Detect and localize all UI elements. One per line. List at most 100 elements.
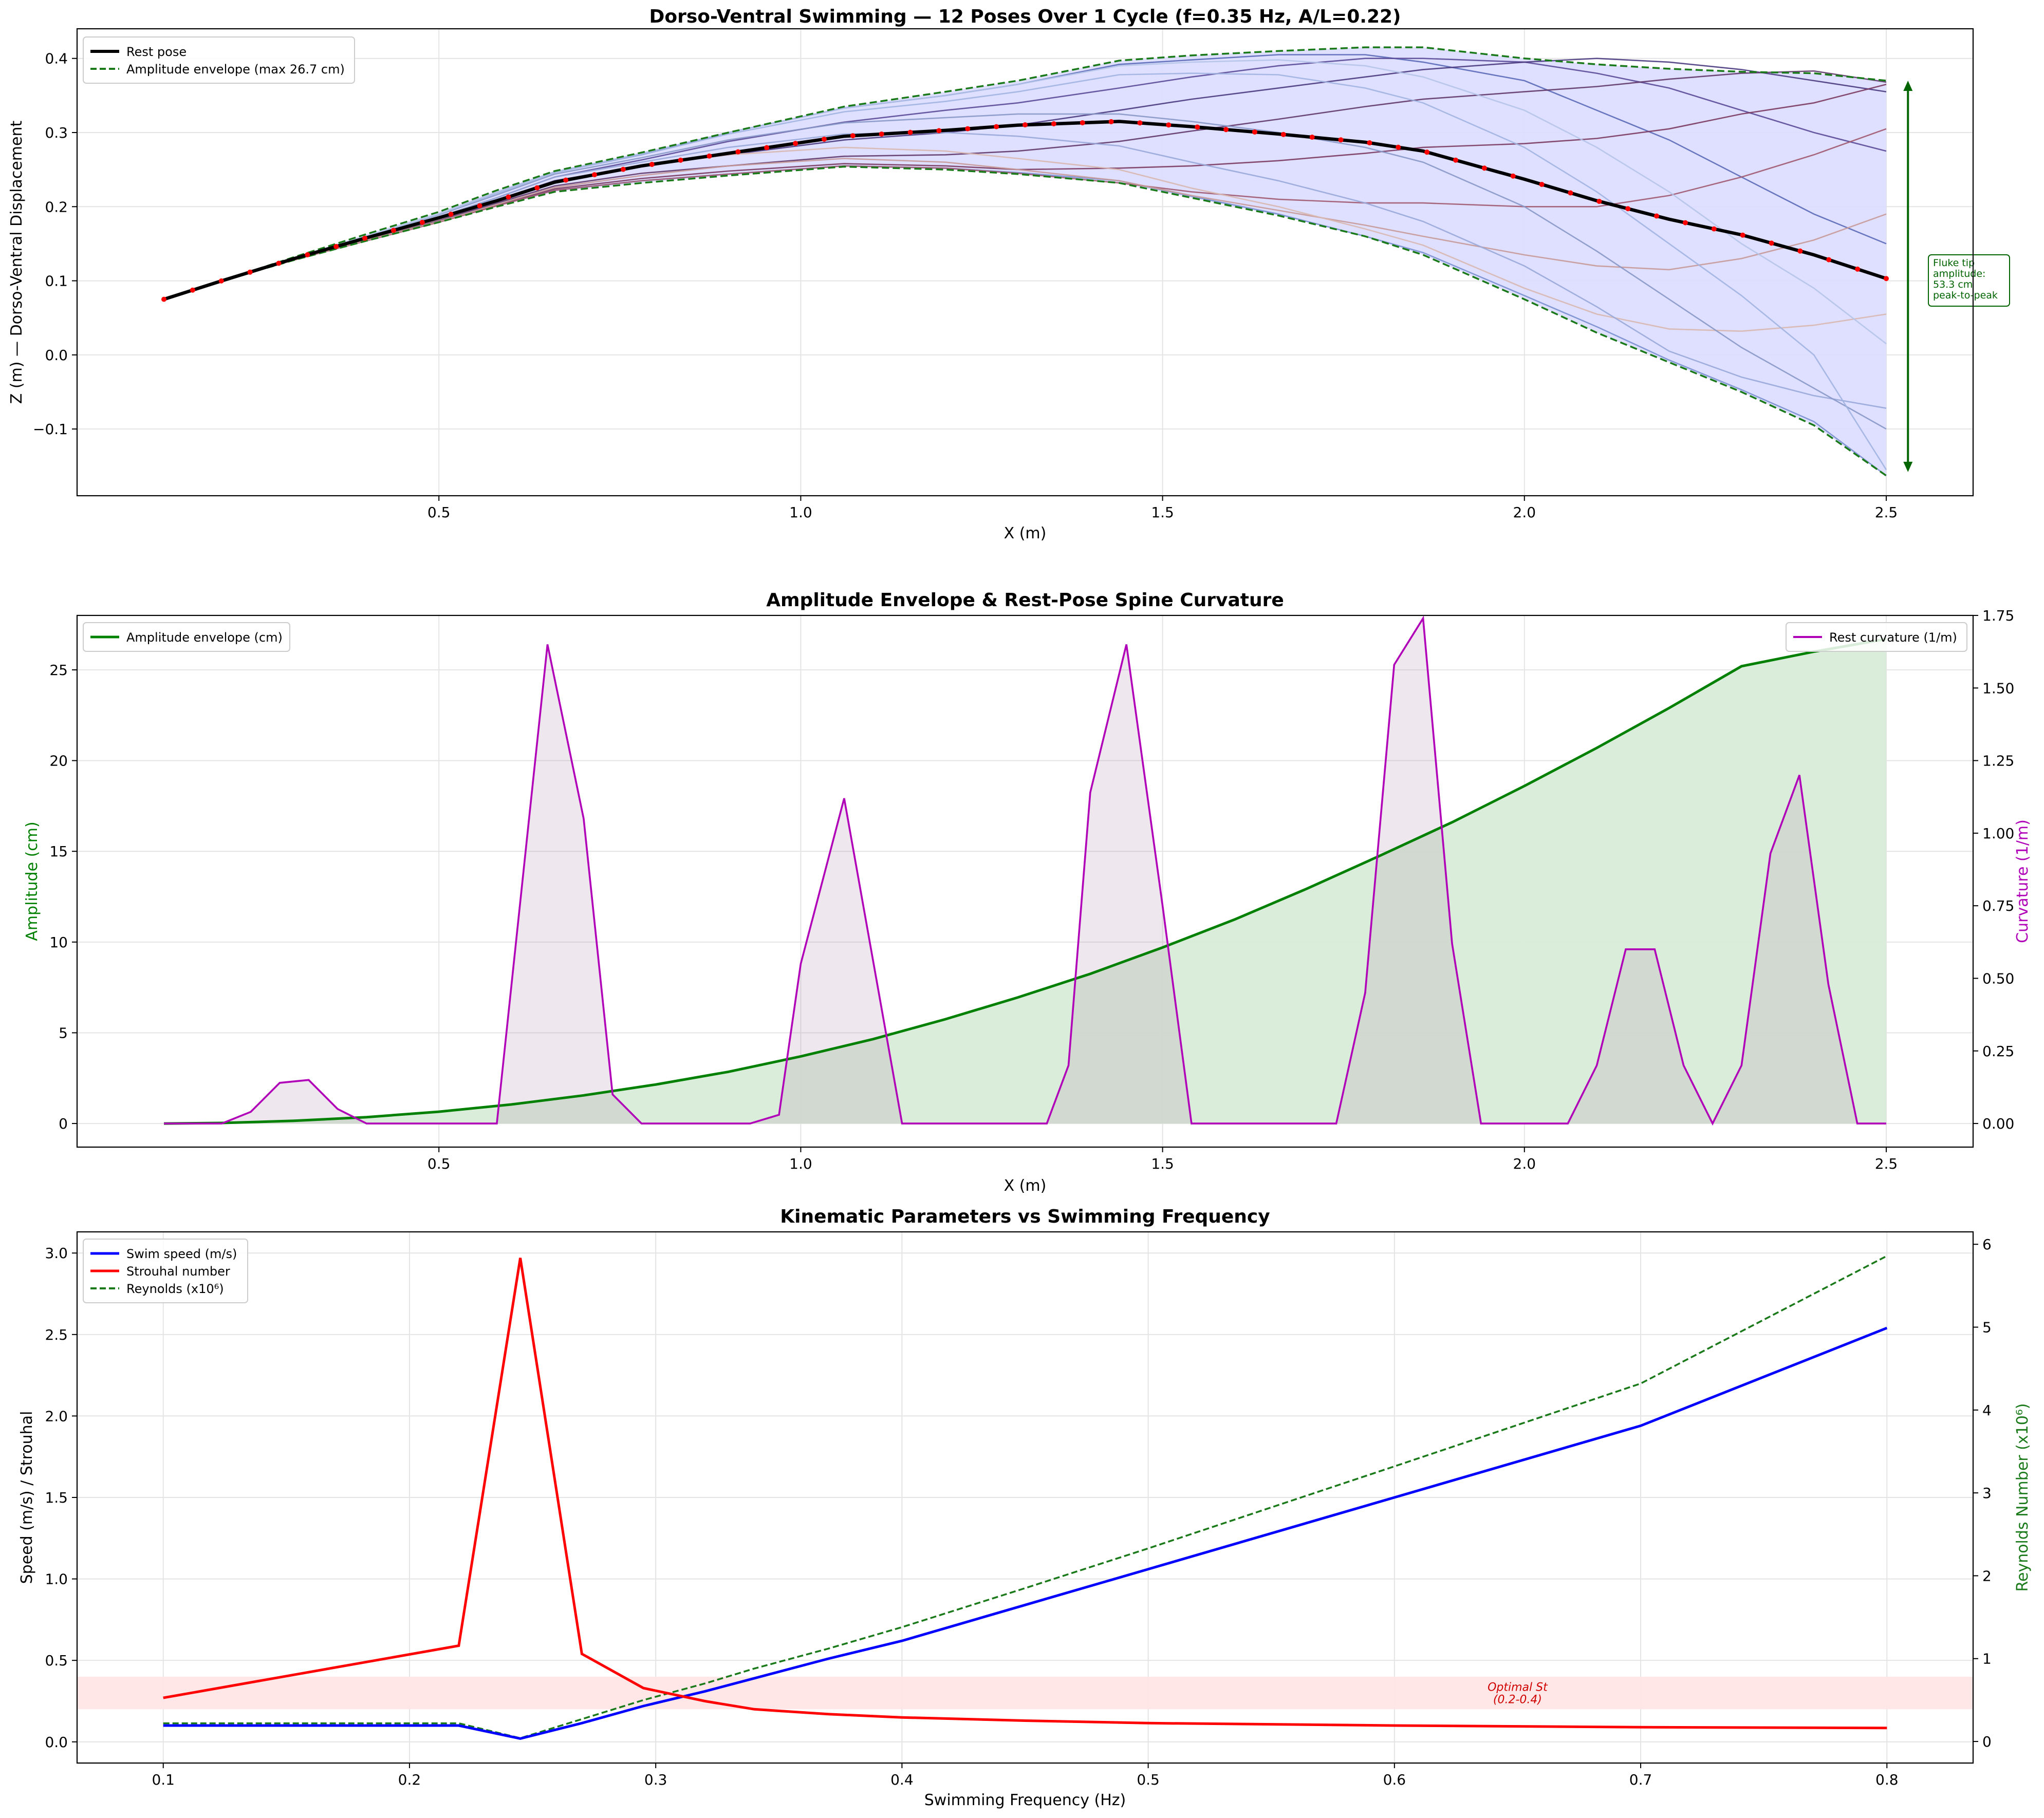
y2-tick-label: 0.75	[1982, 897, 2014, 914]
y2-axis-label: Reynolds Number (x10⁶)	[2014, 1403, 2032, 1591]
arrow-head-down-icon	[1903, 461, 1913, 472]
legend-box	[83, 36, 355, 84]
x-axis-label: X (m)	[1004, 524, 1047, 542]
rest-pose-marker	[1883, 276, 1889, 282]
y2-tick-label: 0.50	[1982, 970, 2014, 987]
y-axis-label: Speed (m/s) / Strouhal	[18, 1411, 36, 1584]
fluke-annotation: Fluke tip amplitude: 53.3 cm peak-to-peak	[1933, 257, 1998, 301]
rest-pose-marker	[649, 161, 655, 167]
rest-pose-marker	[1855, 266, 1861, 272]
rest-pose-marker	[1682, 220, 1688, 226]
rest-pose-marker	[821, 136, 827, 142]
x-tick-label: 0.8	[1875, 1771, 1899, 1788]
y-tick-label: 10	[49, 934, 68, 951]
rest-pose-marker	[391, 228, 396, 233]
rest-pose-marker	[1481, 165, 1487, 171]
chart-title: Amplitude Envelope & Rest-Pose Spine Cur…	[766, 590, 1284, 611]
y-tick-label: 0.5	[45, 1652, 68, 1669]
y2-tick-label: 1.50	[1982, 680, 2014, 697]
rest-pose-marker	[678, 157, 683, 163]
rest-pose-marker	[1711, 226, 1717, 232]
legend-box	[83, 1239, 248, 1303]
rest-pose-marker	[707, 153, 712, 159]
y-tick-label: 0.2	[45, 198, 68, 215]
x-tick-label: 0.5	[428, 1155, 451, 1172]
x-tick-label: 2.0	[1513, 1155, 1536, 1172]
axes-frame	[76, 28, 1974, 497]
rest-pose-marker	[793, 141, 798, 146]
y-tick-label: 0.3	[45, 124, 68, 141]
rest-pose-marker	[1539, 181, 1545, 187]
rest-pose-marker	[1625, 206, 1631, 212]
x-tick-label: 1.0	[789, 1155, 812, 1172]
rest-pose-marker	[1309, 135, 1315, 140]
y2-axis-label: Curvature (1/m)	[2014, 819, 2032, 943]
y2-tick-label: 4	[1982, 1402, 1992, 1419]
rest-pose-marker	[1137, 120, 1143, 126]
amplitude-line	[163, 638, 1887, 1125]
rest-pose-marker	[218, 278, 224, 284]
y-axis-label: Z (m) — Dorso-Ventral Displacement	[8, 121, 26, 404]
curvature-fill	[164, 618, 1886, 1124]
rest-pose-marker	[1023, 122, 1028, 128]
rest-pose-marker	[534, 185, 540, 191]
rest-pose-marker	[563, 177, 569, 183]
x-tick-label: 0.4	[890, 1771, 914, 1788]
rest-pose-marker	[592, 172, 598, 178]
axes-frame	[76, 614, 1974, 1148]
y-tick-label: −0.1	[33, 421, 68, 438]
rest-pose-marker	[1424, 149, 1430, 155]
optimal-band-label: Optimal St (0.2-0.4)	[1488, 1681, 1548, 1707]
y-tick-label: 1.0	[45, 1571, 68, 1588]
rest-pose-marker	[936, 128, 942, 134]
rest-pose-marker	[1453, 157, 1458, 163]
rest-pose-marker	[1108, 119, 1114, 124]
rest-pose-marker	[1740, 232, 1745, 238]
x-axis-label: Swimming Frequency (Hz)	[924, 1791, 1126, 1809]
y2-tick-label: 0.25	[1982, 1043, 2014, 1060]
x-tick-label: 0.5	[1137, 1771, 1160, 1788]
y2-tick-label: 0	[1982, 1733, 1992, 1750]
x-tick-label: 2.0	[1513, 504, 1536, 521]
envelope-fill	[164, 47, 1886, 476]
curvature-line	[164, 615, 1886, 1126]
rest-pose-marker	[1280, 132, 1286, 137]
reynolds-line	[163, 1255, 1888, 1739]
x-tick-label: 0.7	[1629, 1771, 1652, 1788]
y2-tick-label: 5	[1982, 1319, 1992, 1336]
arrow-head-up-icon	[1903, 81, 1913, 91]
rest-pose-marker	[1367, 140, 1372, 146]
legend-entry: Amplitude envelope (cm)	[126, 630, 283, 645]
x-tick-label: 1.5	[1151, 504, 1174, 521]
y2-tick-label: 2	[1982, 1567, 1992, 1584]
rest-pose-marker	[994, 124, 999, 129]
y-axis-label: Amplitude (cm)	[23, 821, 41, 941]
x-tick-label: 0.2	[398, 1771, 421, 1788]
legend-entry: Amplitude envelope (max 26.7 cm)	[126, 62, 345, 77]
legend-entry: Strouhal number	[126, 1264, 230, 1279]
legend-box	[83, 622, 290, 652]
legend-entry: Rest curvature (1/m)	[1829, 630, 1957, 645]
rest-pose-marker	[1338, 137, 1344, 143]
rest-pose-marker	[1826, 257, 1832, 263]
rest-pose-marker	[1195, 124, 1200, 130]
rest-pose-marker	[1051, 121, 1056, 127]
strouhal-line	[163, 1258, 1887, 1730]
rest-pose-marker	[1080, 120, 1085, 125]
rest-pose-marker	[879, 131, 884, 137]
rest-pose-marker	[1596, 198, 1602, 204]
panel-pose-chart: Fluke tip amplitude: 53.3 cm peak-to-peak 0.…	[8, 6, 2010, 542]
x-tick-label: 0.6	[1383, 1771, 1406, 1788]
y-tick-label: 20	[49, 753, 68, 770]
y2-tick-label: 1.00	[1982, 825, 2014, 842]
rest-pose-marker	[907, 129, 913, 135]
x-tick-label: 2.5	[1875, 504, 1898, 521]
optimal-strouhal-band	[77, 1676, 1973, 1710]
x-tick-label: 0.3	[644, 1771, 667, 1788]
y-tick-label: 2.0	[45, 1408, 68, 1425]
rest-pose-line	[163, 120, 1887, 301]
panel-amplitude-curvature: 0.5 1.0 1.5 2.0 2.5 0 5 10 15 20 25 0.00 0.25 0.50 0.7…	[23, 590, 2032, 1195]
rest-pose-marker	[477, 203, 482, 209]
y-tick-label: 0.0	[45, 347, 68, 364]
rest-pose-marker	[305, 252, 310, 257]
